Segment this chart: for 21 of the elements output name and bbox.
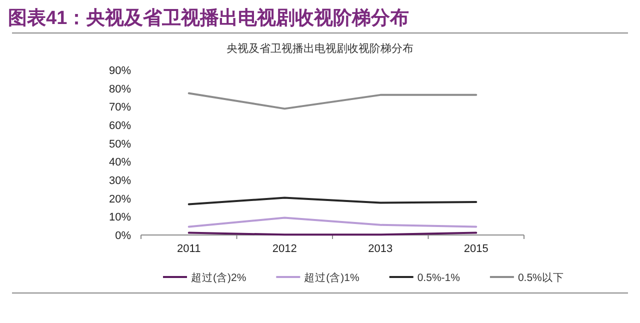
x-tick-label: 2012: [272, 243, 297, 255]
y-tick-label: 50%: [108, 138, 132, 150]
x-tick-label: 2011: [177, 243, 201, 255]
y-tick-label: 0%: [115, 230, 132, 242]
y-tick-label: 30%: [108, 175, 132, 187]
x-tick-label: 2015: [464, 243, 488, 255]
line-series: [188, 196, 478, 206]
y-tick-label: 10%: [108, 212, 132, 224]
y-tick-label: 20%: [108, 193, 132, 206]
x-tick-label: 2013: [368, 243, 393, 255]
y-tick-label: 90%: [108, 65, 132, 77]
chart-title: 图表41：央视及省卫视播出电视剧收视阶梯分布: [8, 7, 410, 29]
legend-label: 超过(含)2%: [191, 271, 246, 284]
y-tick-label: 80%: [108, 83, 132, 96]
legend-label: 超过(含)1%: [304, 271, 360, 284]
y-tick-label: 70%: [108, 102, 132, 114]
y-tick-label: 40%: [108, 156, 132, 169]
chart-subtitle: 央视及省卫视播出电视剧收视阶梯分布: [226, 42, 414, 55]
legend-label: 0.5%-1%: [417, 272, 460, 284]
legend-label: 0.5%以下: [518, 271, 564, 284]
y-tick-label: 60%: [108, 120, 132, 132]
